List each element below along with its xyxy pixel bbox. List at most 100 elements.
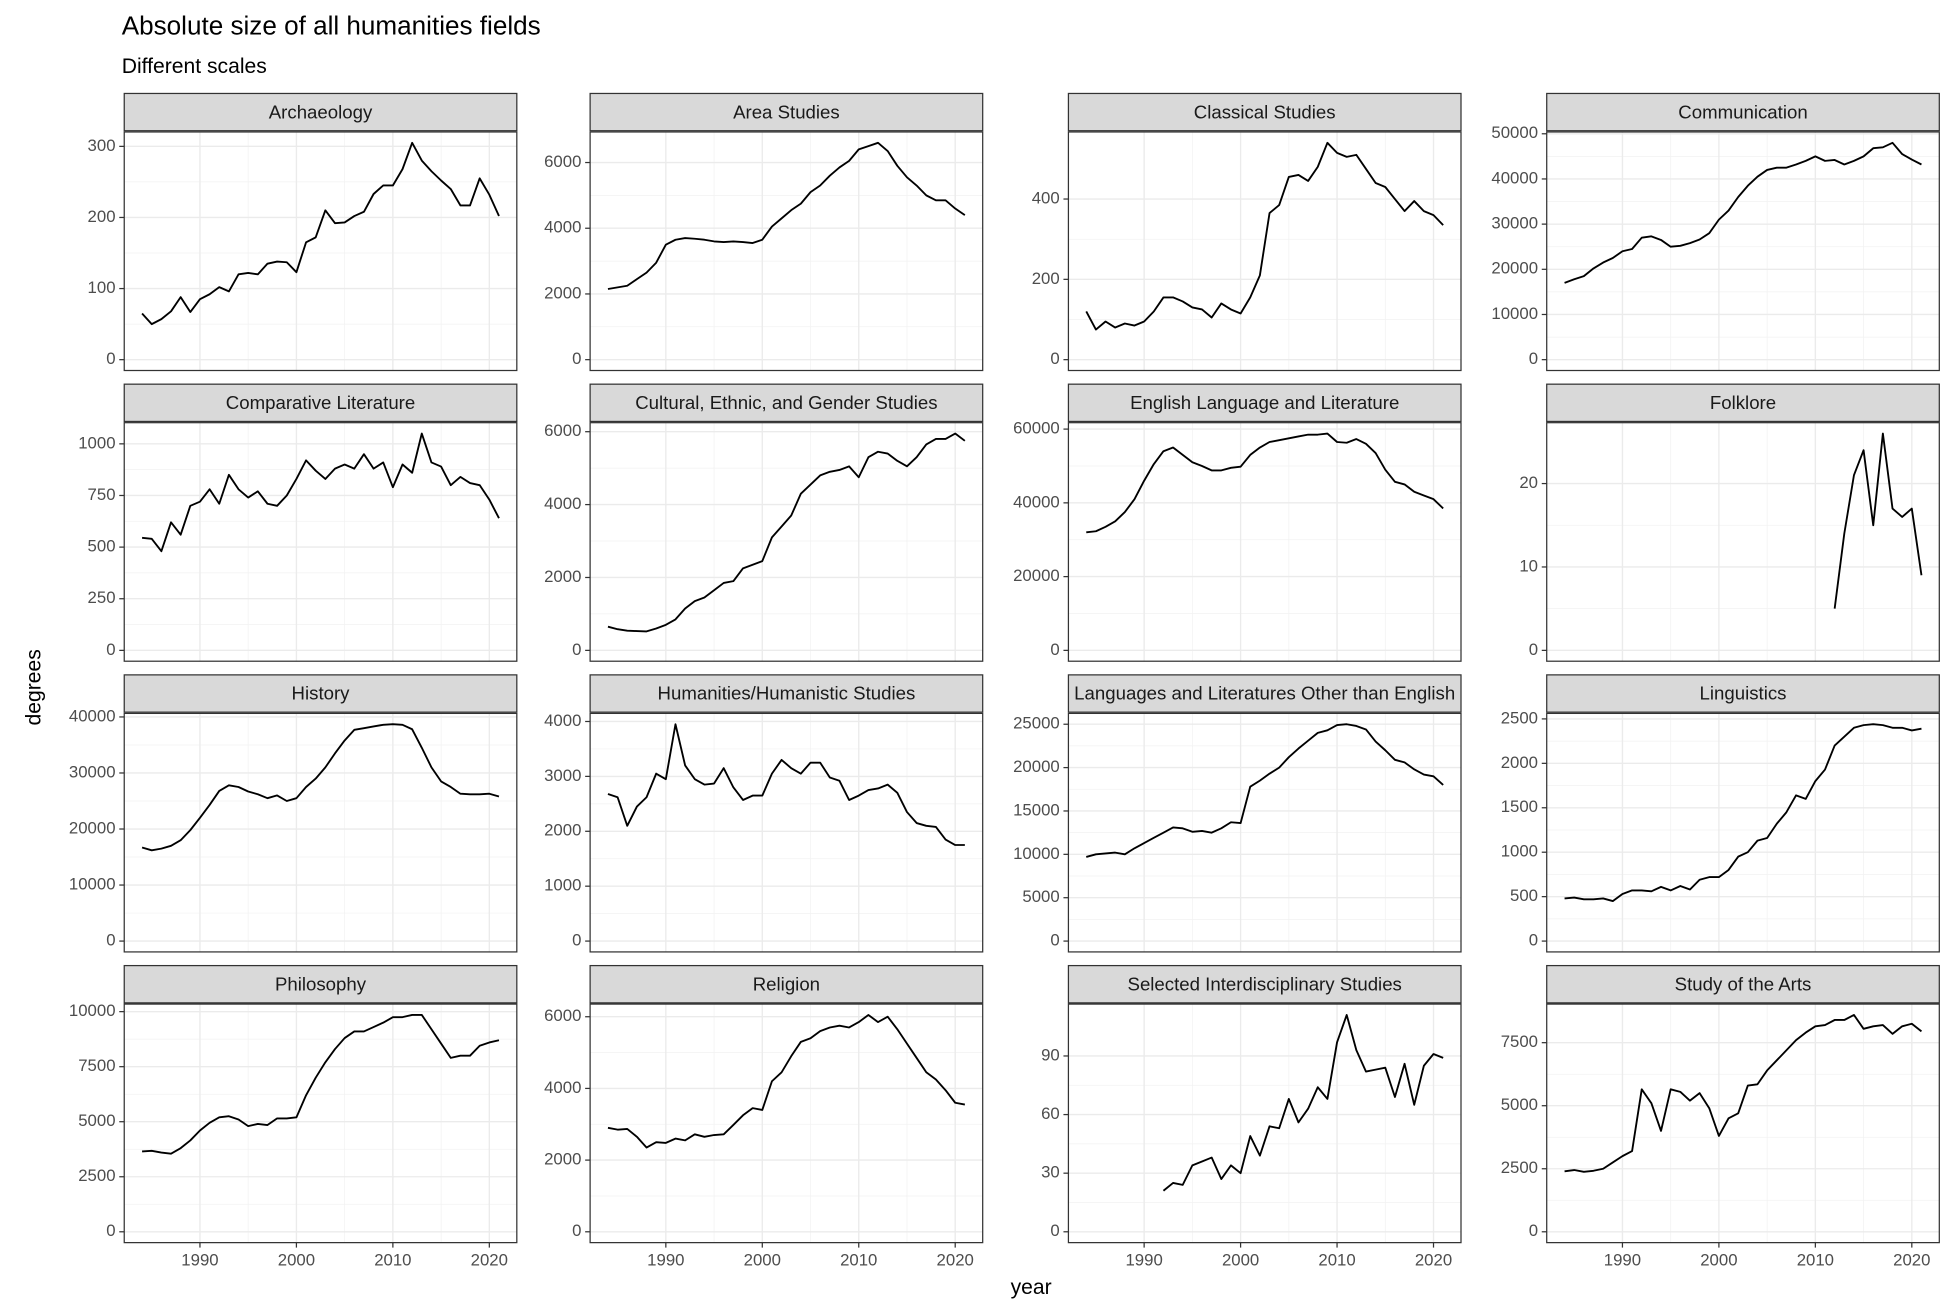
y-tick-label: 2500: [78, 1166, 115, 1185]
strip: [1067, 92, 1462, 132]
panel-background: [1068, 131, 1461, 371]
y-tick-label: 10000: [69, 874, 116, 893]
x-tick-label: 2010: [1318, 1251, 1355, 1270]
panel-border: [589, 422, 984, 662]
strip: [1067, 674, 1462, 713]
panel-title: Classical Studies: [1194, 101, 1336, 122]
y-tick-label: 2000: [544, 821, 581, 840]
panel-title: Religion: [753, 973, 820, 994]
y-tick-label: 200: [88, 207, 116, 226]
y-tick-label: 5000: [78, 1111, 115, 1130]
data-line: [1564, 141, 1922, 284]
y-tick-label: 5000: [1501, 1095, 1538, 1114]
panel-border: [1067, 422, 1462, 662]
panel-background: [1546, 131, 1940, 371]
y-tick-label: 250: [88, 588, 116, 607]
data-line: [607, 141, 966, 290]
strip: [1546, 92, 1940, 132]
strip: [123, 674, 518, 713]
panel-border: [1546, 1003, 1940, 1244]
data-line: [1833, 432, 1923, 609]
y-tick-label: 90: [1041, 1045, 1060, 1064]
y-axis-title: degrees: [22, 649, 45, 725]
panel-border: [1067, 1003, 1462, 1244]
panel-background: [124, 713, 517, 952]
y-tick-label: 0: [106, 931, 115, 950]
panel-title: Folklore: [1710, 392, 1776, 413]
panel-background: [590, 1004, 983, 1243]
y-tick-label: 0: [572, 1221, 581, 1240]
strip: [123, 383, 518, 423]
y-tick-label: 1000: [544, 876, 581, 895]
y-tick-label: 60: [1041, 1104, 1060, 1123]
strip: [589, 92, 984, 132]
panel-background: [124, 422, 517, 662]
y-tick-label: 400: [1032, 188, 1060, 207]
panel-border: [589, 131, 984, 372]
panel-title: Comparative Literature: [226, 392, 415, 413]
y-tick-label: 20: [1519, 473, 1538, 492]
x-tick-label: 2020: [1893, 1251, 1930, 1270]
panel-border: [589, 1003, 984, 1244]
y-tick-label: 100: [88, 278, 116, 297]
y-tick-label: 0: [1529, 349, 1538, 368]
panel-title: Area Studies: [733, 101, 840, 122]
x-tick-label: 2000: [1700, 1251, 1737, 1270]
panel-border: [123, 1003, 518, 1244]
x-tick-label: 2010: [1797, 1251, 1834, 1270]
data-line: [141, 432, 500, 553]
y-tick-label: 2000: [544, 283, 581, 302]
data-line: [142, 1014, 500, 1155]
panel-background: [1068, 422, 1461, 662]
panel-title: Archaeology: [269, 101, 373, 122]
panel-title: Study of the Arts: [1675, 973, 1812, 994]
y-tick-label: 40000: [69, 706, 116, 725]
y-tick-label: 30: [1041, 1163, 1060, 1182]
y-tick-label: 6000: [544, 421, 581, 440]
panel-background: [1068, 1004, 1461, 1243]
panel-title: Languages and Literatures Other than Eng…: [1074, 683, 1455, 704]
x-tick-label: 2020: [937, 1251, 974, 1270]
data-line: [141, 141, 500, 326]
y-tick-label: 20000: [1013, 566, 1060, 585]
panel-background: [1546, 1004, 1940, 1243]
strip: [123, 964, 518, 1004]
panel-border: [123, 131, 518, 372]
panel-border: [1067, 131, 1462, 372]
panel-border: [1546, 131, 1940, 372]
data-line: [1086, 432, 1444, 534]
panel-title: Communication: [1678, 101, 1807, 122]
y-tick-label: 40000: [1013, 492, 1060, 511]
y-tick-label: 7500: [1501, 1032, 1538, 1051]
y-tick-label: 10: [1519, 556, 1538, 575]
y-tick-label: 6000: [544, 152, 581, 171]
panel-border: [589, 712, 984, 953]
x-tick-label: 2020: [471, 1251, 508, 1270]
y-tick-label: 40000: [1491, 168, 1538, 187]
y-tick-label: 0: [106, 640, 115, 659]
y-tick-label: 200: [1032, 269, 1060, 288]
x-tick-label: 2010: [840, 1251, 877, 1270]
data-line: [607, 432, 966, 633]
y-tick-label: 3000: [544, 766, 581, 785]
data-line: [1086, 723, 1444, 858]
y-tick-label: 25000: [1013, 714, 1060, 733]
y-tick-label: 300: [88, 136, 116, 155]
strip: [1546, 674, 1940, 713]
chart-subtitle: Different scales: [122, 55, 267, 78]
panel-border: [123, 712, 518, 953]
x-tick-label: 1990: [1604, 1251, 1641, 1270]
y-tick-label: 4000: [544, 711, 581, 730]
y-tick-label: 15000: [1013, 800, 1060, 819]
y-tick-label: 7500: [78, 1056, 115, 1075]
x-tick-label: 1990: [181, 1251, 218, 1270]
y-tick-label: 2500: [1501, 708, 1538, 727]
y-tick-label: 20000: [69, 818, 116, 837]
y-tick-label: 750: [88, 485, 116, 504]
y-tick-label: 500: [88, 537, 116, 556]
y-tick-label: 0: [1529, 640, 1538, 659]
y-tick-label: 1500: [1501, 797, 1538, 816]
y-tick-label: 60000: [1013, 419, 1060, 438]
y-tick-label: 2000: [544, 1150, 581, 1169]
